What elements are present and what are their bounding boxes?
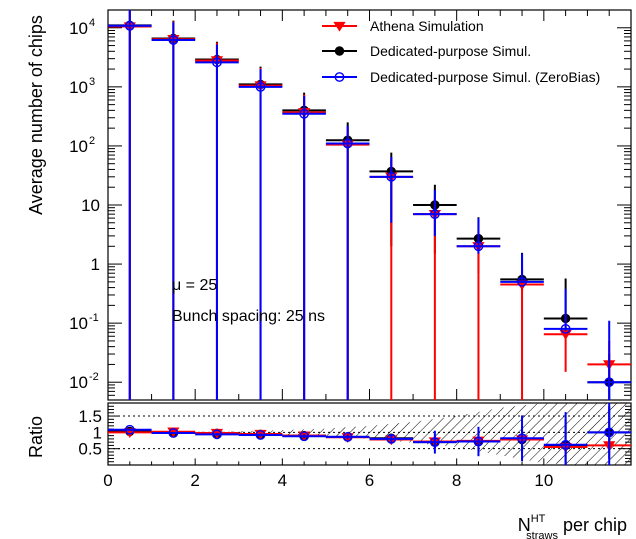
ratio-series-point	[604, 427, 615, 438]
pileup-label: μ = 25	[172, 277, 217, 294]
bottom-y-axis-title: Ratio	[26, 416, 46, 458]
top-series-point	[429, 209, 440, 220]
x-axis-title-tail: per chip	[558, 515, 627, 535]
x-tick-label: 0	[103, 471, 112, 490]
top-y-tick-exponent: -2	[89, 371, 99, 383]
top-y-tick-label: 10	[69, 137, 88, 156]
top-series-point	[386, 171, 397, 182]
x-tick-label: 2	[190, 471, 199, 490]
legend-label: Dedicated-purpose Simul.	[370, 43, 531, 59]
legend-label: Athena Simulation	[370, 18, 484, 34]
x-tick-label: 6	[365, 471, 374, 490]
ratio-series-point	[386, 433, 397, 444]
top-series-point	[517, 276, 527, 287]
top-series-group	[108, 10, 631, 400]
top-series-point	[560, 323, 571, 334]
ratio-series-point	[124, 424, 135, 435]
ratio-y-tick-label: 1.5	[78, 407, 102, 426]
ratio-uncertainty-band	[108, 403, 631, 465]
ratio-series-point	[212, 429, 222, 440]
top-y-tick-label: 1	[91, 255, 100, 274]
ratio-series-point	[429, 437, 440, 448]
x-axis-title-sub: straws	[526, 530, 558, 539]
top-y-tick-label: 10	[69, 373, 88, 392]
ratio-series-point	[299, 431, 310, 442]
top-y-tick-exponent: 3	[89, 76, 95, 88]
ratio-y-tick-label: 0.5	[78, 440, 102, 459]
top-series-point	[342, 138, 353, 149]
x-tick-label: 8	[452, 471, 461, 490]
top-y-tick-exponent: 4	[89, 17, 95, 29]
top-series-point	[255, 81, 266, 92]
x-axis-title-sup: HT	[531, 513, 546, 525]
ratio-series-group	[108, 403, 631, 465]
top-y-tick-label: 10	[69, 78, 88, 97]
top-y-tick-label: 10	[69, 314, 88, 333]
top-series-point	[168, 35, 179, 45]
top-y-tick-label: 10	[81, 196, 100, 215]
ratio-series-point	[473, 436, 484, 447]
ratio-y-tick-label: 1	[93, 423, 102, 442]
ratio-series-point	[517, 433, 527, 444]
legend-label: Dedicated-purpose Simul. (ZeroBias)	[370, 69, 600, 85]
legend-marker	[334, 72, 345, 82]
ratio-series-point	[168, 428, 179, 438]
legend: Athena Simulation Dedicated-purpose Simul…	[322, 18, 600, 85]
top-y-axis-title: Average number of chips	[26, 15, 46, 215]
top-series-point	[212, 57, 222, 68]
top-series-point	[604, 377, 615, 388]
top-series-point	[473, 241, 484, 252]
bunch-spacing-label: Bunch spacing: 25 ns	[172, 308, 325, 325]
top-y-tick-exponent: -1	[89, 312, 99, 324]
x-axis-title-main: N	[518, 515, 531, 535]
ratio-series-point	[560, 439, 571, 450]
top-y-tick-label: 10	[69, 19, 88, 38]
x-tick-label: 4	[278, 471, 287, 490]
ratio-series-point	[342, 432, 353, 442]
top-series-point	[124, 20, 135, 31]
legend-marker	[333, 21, 346, 32]
x-axis-title: NHT straws per chip	[518, 513, 627, 539]
top-y-tick-exponent: 2	[89, 135, 95, 147]
x-tick-label: 10	[534, 471, 553, 490]
legend-marker	[334, 46, 345, 56]
ratio-series-point	[255, 430, 266, 440]
top-series-point	[299, 108, 310, 119]
ratio-panel: 0.511.5	[78, 402, 632, 466]
